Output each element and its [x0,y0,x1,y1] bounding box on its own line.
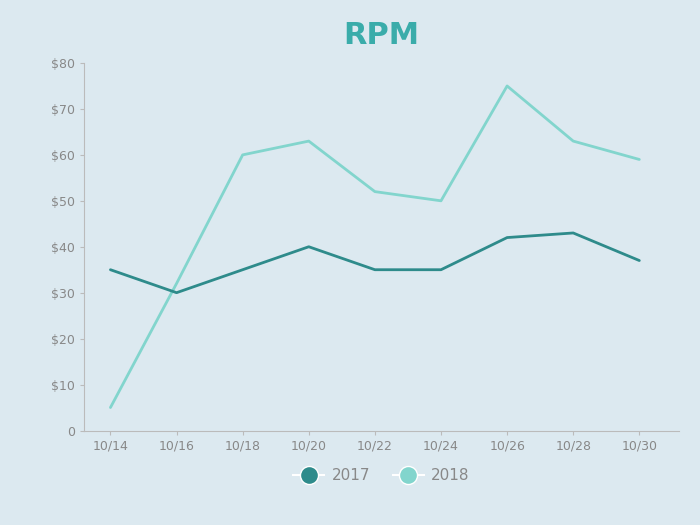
Title: RPM: RPM [344,20,419,49]
Legend: 2017, 2018: 2017, 2018 [287,462,476,489]
